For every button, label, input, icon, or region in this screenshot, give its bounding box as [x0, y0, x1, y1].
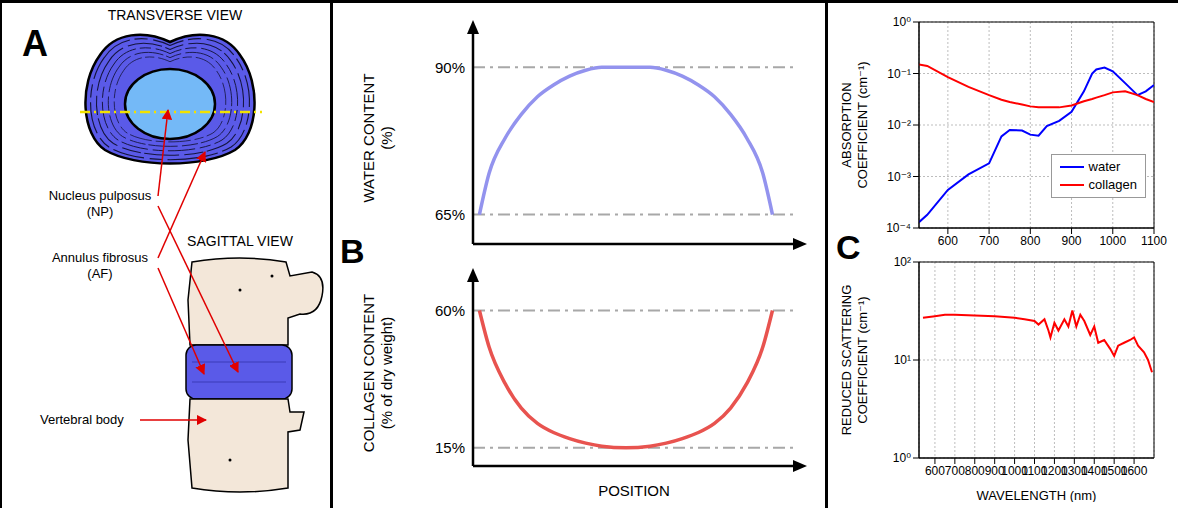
svg-text:600: 600 [925, 464, 945, 478]
svg-text:900: 900 [1062, 234, 1082, 248]
svg-text:1600: 1600 [1121, 464, 1148, 478]
svg-text:TRANSVERSE VIEW: TRANSVERSE VIEW [108, 7, 243, 23]
svg-text:10¹: 10¹ [894, 353, 911, 367]
svg-text:10⁰: 10⁰ [893, 15, 911, 29]
svg-text:1500: 1500 [1100, 463, 1128, 478]
svg-text:65%: 65% [435, 206, 465, 223]
svg-text:(AF): (AF) [87, 266, 112, 281]
svg-text:Annulus fibrosus: Annulus fibrosus [52, 250, 149, 265]
html-text:(% of dry weight): (% of dry weight) [378, 316, 395, 430]
svg-text:SAGITTAL VIEW: SAGITTAL VIEW [187, 233, 294, 249]
svg-text:1000: 1000 [1099, 234, 1126, 248]
svg-text:10⁻¹: 10⁻¹ [887, 67, 911, 81]
svg-text:60%: 60% [435, 302, 465, 319]
svg-text:600: 600 [938, 234, 958, 248]
html-text:C: C [836, 228, 861, 266]
html-text:REDUCED SCATTERING: REDUCED SCATTERING [839, 284, 854, 436]
svg-text:A: A [22, 23, 48, 64]
svg-text:700: 700 [945, 464, 965, 478]
html-text:water: water [1088, 159, 1121, 174]
svg-text:800: 800 [1020, 234, 1040, 248]
svg-text:1300: 1300 [1061, 463, 1088, 478]
svg-text:1400: 1400 [1080, 463, 1108, 478]
svg-text:800: 800 [965, 464, 985, 478]
html-text:WATER CONTENT: WATER CONTENT [360, 73, 377, 203]
svg-text:700: 700 [979, 234, 999, 248]
html-text:COEFFICIENT (cm⁻¹): COEFFICIENT (cm⁻¹) [855, 61, 870, 189]
svg-text:10⁻⁴: 10⁻⁴ [886, 221, 911, 235]
svg-text:1200: 1200 [1041, 463, 1068, 478]
html-text:ABSORPTION: ABSORPTION [839, 82, 854, 168]
svg-text:Nucleus pulposus: Nucleus pulposus [49, 188, 152, 203]
svg-text:10⁰: 10⁰ [893, 451, 911, 465]
html-text:B: B [340, 232, 365, 270]
svg-text:900: 900 [984, 463, 1005, 478]
svg-text:90%: 90% [435, 59, 465, 76]
svg-text:1100: 1100 [1021, 463, 1048, 478]
html-text:COEFFICIENT (cm⁻¹): COEFFICIENT (cm⁻¹) [855, 296, 870, 424]
html-text:COLLAGEN CONTENT: COLLAGEN CONTENT [360, 293, 377, 453]
svg-text:Vertebral body: Vertebral body [40, 412, 124, 427]
svg-text:10⁻²: 10⁻² [887, 118, 911, 132]
svg-text:10⁻³: 10⁻³ [887, 170, 911, 184]
svg-text:(NP): (NP) [87, 204, 114, 219]
svg-text:1100: 1100 [1141, 234, 1167, 248]
html-text:collagen: collagen [1088, 177, 1137, 192]
svg-text:1000: 1000 [1001, 463, 1028, 478]
svg-text:15%: 15% [435, 439, 465, 456]
svg-text:POSITION: POSITION [598, 482, 670, 499]
svg-text:WAVELENGTH (nm): WAVELENGTH (nm) [977, 488, 1097, 502]
svg-text:10²: 10² [894, 255, 911, 269]
